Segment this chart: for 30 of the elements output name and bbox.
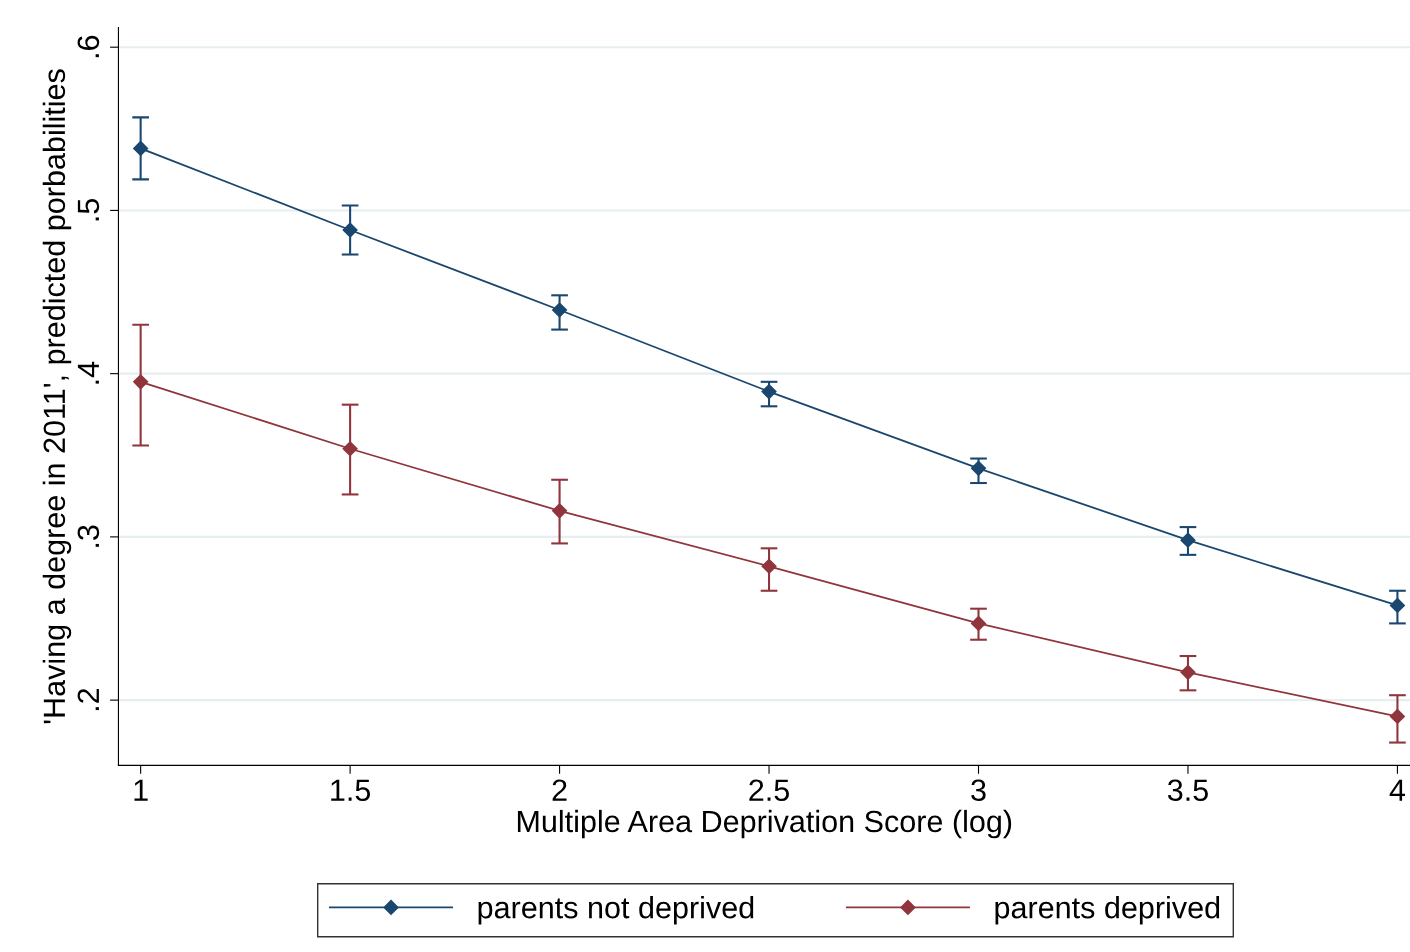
y-axis-title: 'Having a degree in 2011', predicted porbabilities (42, 69, 72, 724)
point (133, 140, 149, 156)
x-tick-label: 1 (134, 779, 148, 801)
y-tick-label: .6 (77, 35, 100, 58)
y-tick-label: .3 (77, 525, 100, 547)
point (342, 441, 358, 457)
x-tick-label: 2 (552, 779, 567, 801)
x-tick-label: 3 (971, 779, 986, 802)
point (970, 460, 987, 476)
x-axis-title: Multiple Area Deprivation Score (log) (517, 809, 1012, 839)
y-tick-label: .5 (77, 198, 100, 221)
x-tick-label: 2.5 (749, 779, 789, 802)
y-tick-label: .4 (77, 361, 99, 384)
x-tick-label: 1.5 (331, 779, 371, 802)
point (970, 615, 987, 631)
y-tick-label: .2 (77, 688, 99, 711)
x-tick-label: 4 (1389, 779, 1406, 801)
point (1389, 708, 1406, 725)
point (1180, 664, 1196, 680)
point (342, 222, 358, 238)
legend-label: parents not deprived (478, 896, 754, 925)
point (761, 384, 777, 400)
point (1180, 532, 1196, 548)
point (1389, 597, 1406, 614)
x-tick-label: 3.5 (1167, 779, 1208, 802)
point (761, 558, 777, 574)
point (133, 374, 149, 390)
point (552, 302, 568, 318)
point (552, 503, 568, 519)
legend-label: parents deprived (995, 896, 1220, 925)
